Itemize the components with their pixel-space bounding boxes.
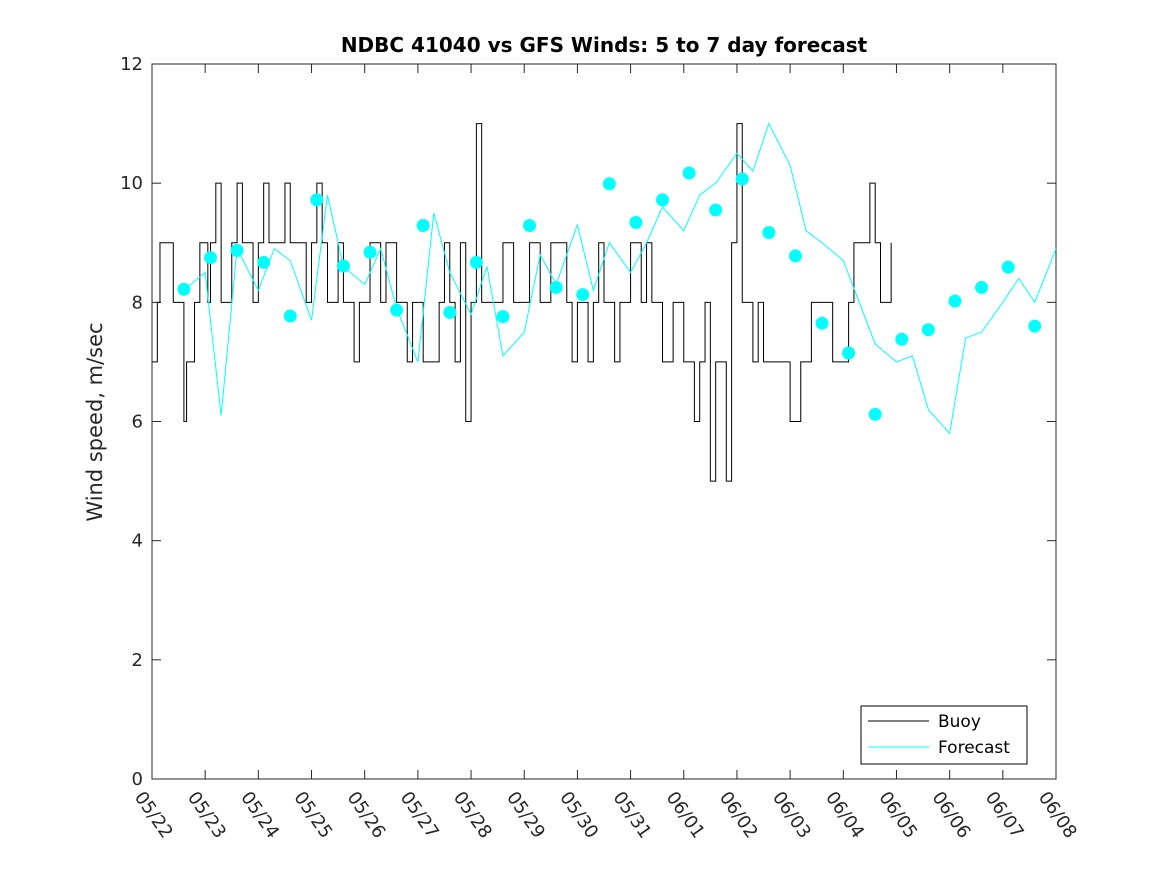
forecast-point <box>842 346 856 360</box>
forecast-point <box>602 177 616 191</box>
y-tick-label: 12 <box>120 54 143 75</box>
forecast-point <box>895 332 909 346</box>
forecast-point <box>576 288 590 302</box>
legend-label-buoy: Buoy <box>938 712 981 732</box>
y-tick-label: 2 <box>132 650 143 671</box>
y-tick-label: 0 <box>132 769 143 790</box>
forecast-point <box>709 203 723 217</box>
forecast-point <box>363 245 377 259</box>
forecast-point <box>1028 319 1042 333</box>
forecast-point <box>735 172 749 186</box>
forecast-point <box>496 310 510 324</box>
forecast-point <box>1001 260 1015 274</box>
forecast-point <box>230 243 244 257</box>
forecast-point <box>549 280 563 294</box>
forecast-point <box>469 255 483 269</box>
legend-box <box>860 705 1028 765</box>
forecast-point <box>310 193 324 207</box>
plot-area <box>151 63 1057 780</box>
forecast-point <box>788 249 802 263</box>
series-layer <box>152 122 1057 482</box>
y-tick-label: 8 <box>132 292 143 313</box>
forecast-point <box>336 259 350 273</box>
y-tick-label: 4 <box>132 531 143 552</box>
forecast-point <box>868 407 882 421</box>
forecast-point <box>203 251 217 265</box>
chart-title: NDBC 41040 vs GFS Winds: 5 to 7 day fore… <box>341 33 868 57</box>
legend-label-forecast: Forecast <box>938 738 1010 758</box>
forecast-point <box>416 218 430 232</box>
buoy-series-line <box>152 123 892 482</box>
forecast-point <box>390 303 404 317</box>
forecast-point <box>629 215 643 229</box>
forecast-point <box>655 193 669 207</box>
forecast-point <box>921 323 935 337</box>
forecast-point <box>815 316 829 330</box>
y-tick-label: 10 <box>120 173 143 194</box>
legend: Buoy Forecast <box>860 705 1028 765</box>
forecast-point <box>762 226 776 240</box>
y-axis-ticks: 0 2 4 6 8 10 12 <box>120 54 1056 790</box>
forecast-point <box>523 218 537 232</box>
forecast-point <box>975 280 989 294</box>
y-axis-label: Wind speed, m/sec <box>83 322 107 521</box>
forecast-point <box>682 166 696 180</box>
forecast-point <box>443 305 457 319</box>
y-tick-label: 6 <box>132 412 143 433</box>
forecast-point <box>257 255 271 269</box>
forecast-point <box>177 282 191 296</box>
forecast-series-line <box>183 122 1057 435</box>
forecast-point <box>283 309 297 323</box>
forecast-point <box>948 294 962 308</box>
